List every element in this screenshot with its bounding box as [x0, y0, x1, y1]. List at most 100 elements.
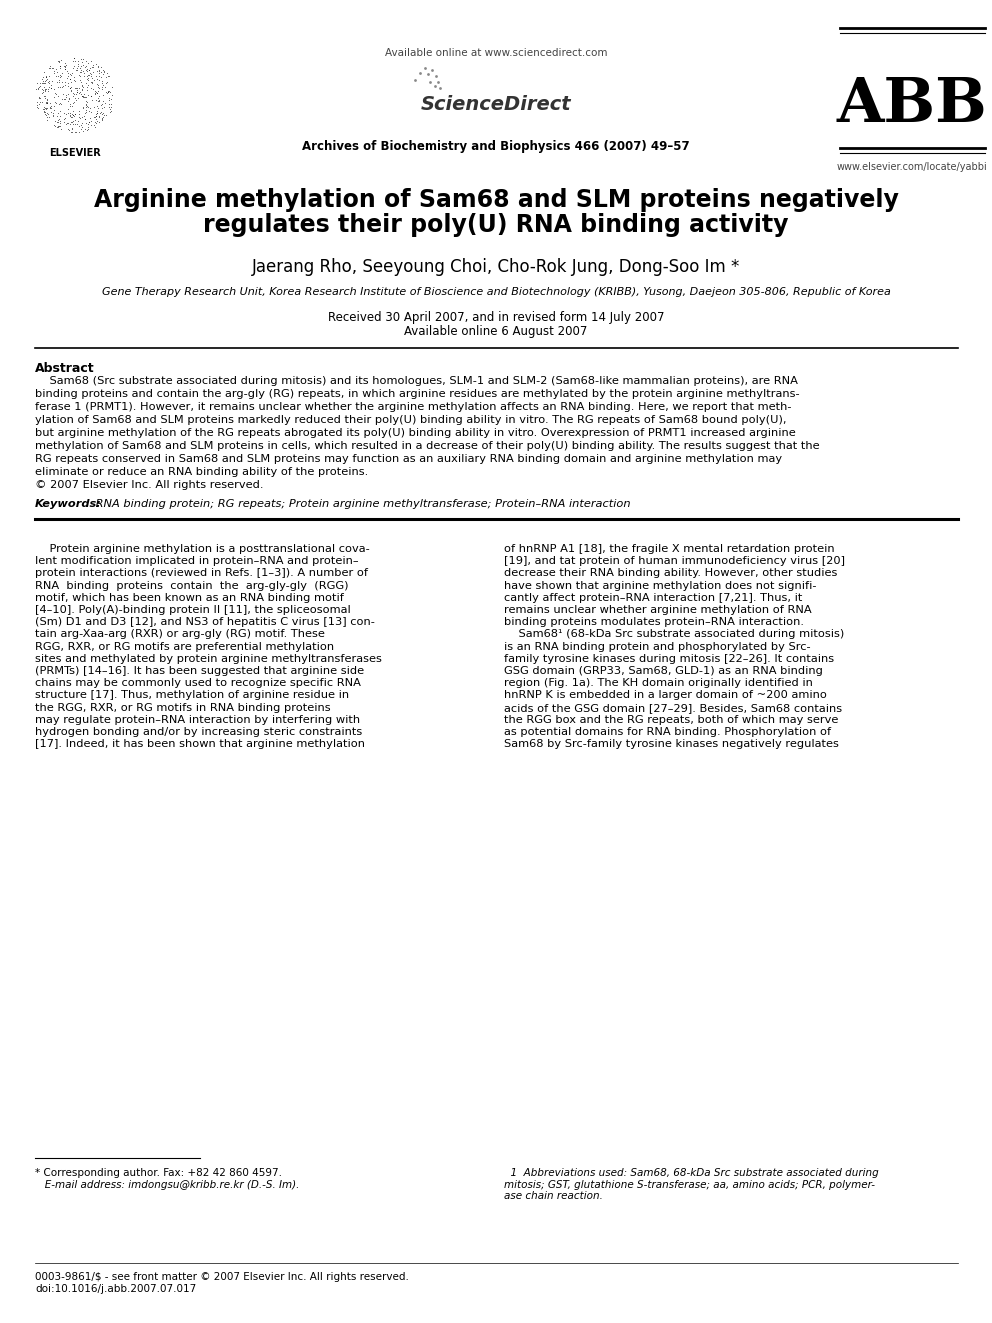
Text: RNA binding protein; RG repeats; Protein arginine methyltransferase; Protein–RNA: RNA binding protein; RG repeats; Protein… [92, 499, 631, 509]
Point [63, 106, 79, 127]
Point [100, 82, 116, 103]
Text: is an RNA binding protein and phosphorylated by Src-: is an RNA binding protein and phosphoryl… [504, 642, 810, 652]
Point [95, 97, 111, 118]
Point [72, 62, 88, 83]
Point [81, 101, 97, 122]
Point [96, 62, 112, 83]
Point [81, 107, 97, 128]
Point [91, 62, 107, 83]
Point [65, 101, 81, 122]
Point [31, 87, 47, 108]
Point [82, 57, 98, 78]
Point [77, 86, 93, 107]
Point [64, 85, 80, 106]
Point [76, 87, 92, 108]
Point [97, 77, 113, 98]
Point [52, 50, 67, 71]
Point [94, 98, 110, 119]
Point [61, 98, 76, 119]
Point [48, 111, 63, 132]
Point [36, 66, 52, 87]
Point [46, 105, 62, 126]
Point [63, 122, 79, 143]
Text: ScienceDirect: ScienceDirect [421, 95, 571, 114]
Point [52, 112, 67, 134]
Point [424, 60, 439, 81]
Point [37, 77, 53, 98]
Point [62, 78, 78, 99]
Point [57, 89, 72, 110]
Point [74, 116, 90, 138]
Point [57, 108, 72, 130]
Point [62, 69, 78, 90]
Point [76, 83, 92, 105]
Text: Protein arginine methylation is a posttranslational cova-: Protein arginine methylation is a posttr… [35, 544, 370, 554]
Point [68, 79, 84, 101]
Point [39, 90, 55, 111]
Point [57, 75, 72, 97]
Point [31, 78, 47, 99]
Point [99, 82, 115, 103]
Point [44, 98, 60, 119]
Point [42, 77, 58, 98]
Point [77, 91, 93, 112]
Point [67, 103, 83, 124]
Point [61, 83, 76, 105]
Point [89, 57, 105, 78]
Point [49, 58, 64, 79]
Point [40, 71, 56, 93]
Point [87, 106, 103, 127]
Text: E-mail address: imdongsu@kribb.re.kr (D.-S. Im).: E-mail address: imdongsu@kribb.re.kr (D.… [35, 1180, 300, 1189]
Point [37, 70, 53, 91]
Point [47, 78, 62, 99]
Point [79, 91, 95, 112]
Point [50, 111, 65, 132]
Point [35, 79, 51, 101]
Text: protein interactions (reviewed in Refs. [1–3]). A number of: protein interactions (reviewed in Refs. … [35, 569, 368, 578]
Point [80, 64, 96, 85]
Point [98, 73, 114, 94]
Point [65, 105, 81, 126]
Text: the RGG box and the RG repeats, both of which may serve: the RGG box and the RG repeats, both of … [504, 714, 838, 725]
Point [71, 122, 87, 143]
Point [66, 48, 82, 69]
Point [69, 82, 85, 103]
Point [96, 105, 112, 126]
Point [94, 108, 110, 130]
Point [71, 78, 87, 99]
Point [64, 114, 80, 135]
Point [100, 81, 116, 102]
Point [37, 85, 53, 106]
Point [61, 103, 76, 124]
Point [43, 77, 59, 98]
Text: Available online at www.sciencedirect.com: Available online at www.sciencedirect.co… [385, 48, 607, 58]
Point [39, 93, 55, 114]
Point [37, 78, 53, 99]
Point [47, 61, 62, 82]
Point [32, 73, 48, 94]
Point [77, 97, 93, 118]
Point [91, 61, 107, 82]
Point [74, 86, 90, 107]
Text: Archives of Biochemistry and Biophysics 466 (2007) 49–57: Archives of Biochemistry and Biophysics … [303, 140, 689, 153]
Text: lent modification implicated in protein–RNA and protein–: lent modification implicated in protein–… [35, 556, 359, 566]
Point [50, 61, 65, 82]
Text: sites and methylated by protein arginine methyltransferases: sites and methylated by protein arginine… [35, 654, 382, 664]
Text: decrease their RNA binding ability. However, other studies: decrease their RNA binding ability. Howe… [504, 569, 837, 578]
Point [93, 107, 109, 128]
Point [101, 81, 117, 102]
Point [53, 115, 68, 136]
Point [62, 67, 78, 89]
Point [37, 61, 53, 82]
Point [31, 97, 47, 118]
Point [78, 60, 94, 81]
Point [51, 50, 66, 71]
Text: www.elsevier.com/locate/yabbi: www.elsevier.com/locate/yabbi [836, 161, 987, 172]
Point [31, 78, 47, 99]
Text: Abstract: Abstract [35, 363, 94, 374]
Text: Sam68 (Src substrate associated during mitosis) and its homologues, SLM-1 and SL: Sam68 (Src substrate associated during m… [35, 376, 798, 386]
Point [74, 78, 90, 99]
Point [65, 93, 81, 114]
Point [98, 105, 114, 126]
Point [46, 115, 62, 136]
